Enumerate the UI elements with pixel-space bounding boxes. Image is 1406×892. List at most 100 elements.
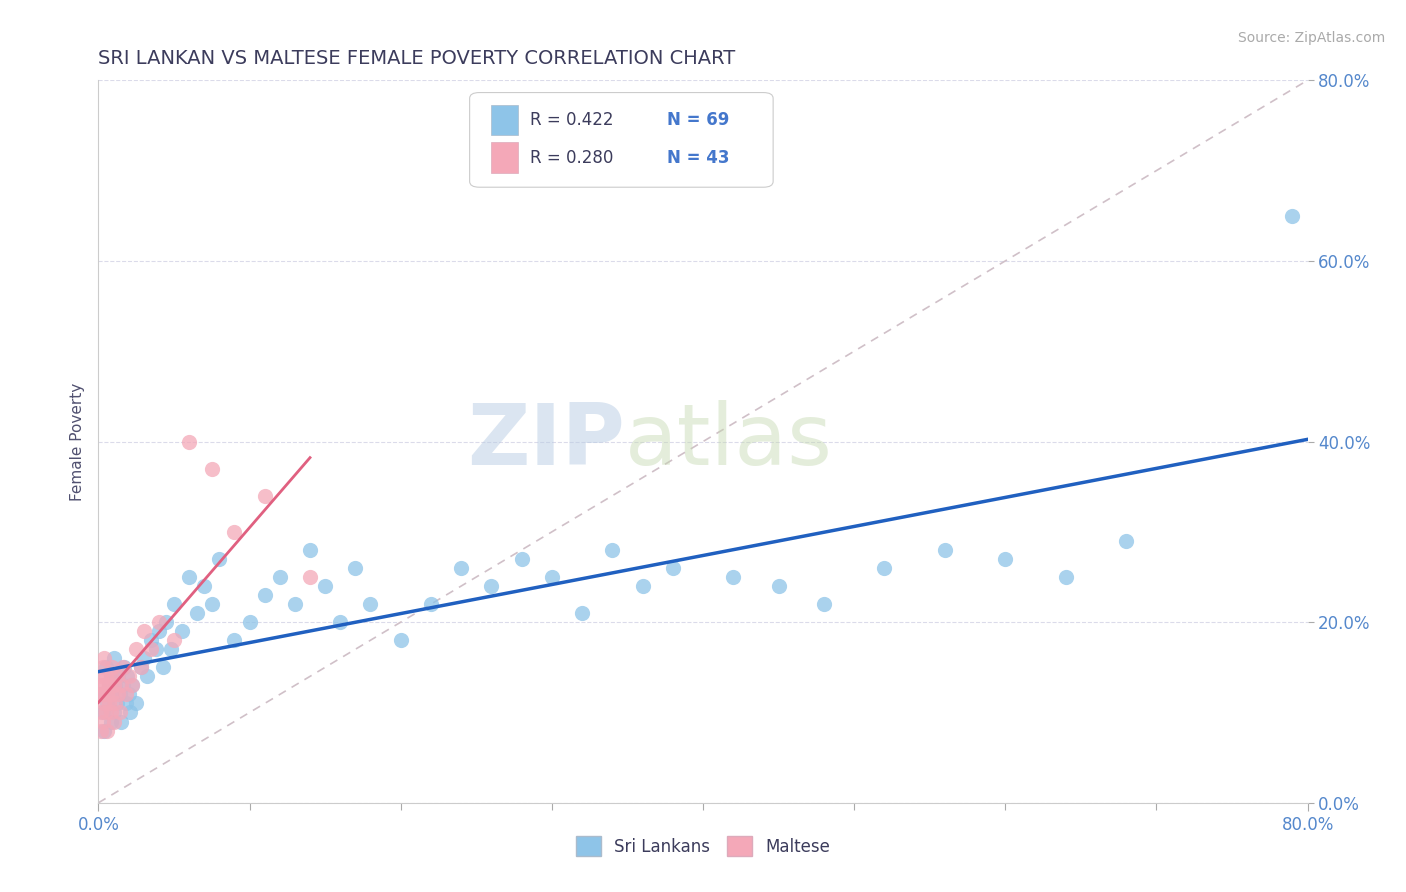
Point	[98, 678, 121, 692]
FancyBboxPatch shape	[492, 105, 517, 136]
Point	[98, 697, 121, 711]
Point	[89, 678, 111, 692]
Point	[239, 615, 262, 630]
Point	[101, 687, 124, 701]
Point	[299, 570, 322, 584]
Point	[90, 723, 112, 738]
Point	[93, 723, 115, 738]
Point	[110, 678, 132, 692]
Point	[114, 697, 136, 711]
Point	[389, 633, 412, 648]
Point	[96, 723, 118, 738]
Point	[93, 678, 115, 692]
Point	[329, 615, 352, 630]
Point	[224, 524, 246, 539]
Point	[103, 651, 125, 665]
Point	[103, 714, 125, 729]
Point	[100, 669, 122, 683]
Point	[1281, 209, 1303, 223]
Point	[94, 669, 117, 683]
Point	[98, 678, 121, 692]
Point	[107, 687, 129, 701]
Point	[420, 597, 443, 611]
Text: R = 0.422: R = 0.422	[530, 111, 613, 129]
Point	[145, 642, 167, 657]
Point	[201, 597, 224, 611]
Point	[93, 651, 115, 665]
Point	[108, 687, 131, 701]
Y-axis label: Female Poverty: Female Poverty	[69, 383, 84, 500]
Point	[93, 697, 115, 711]
Point	[104, 678, 127, 692]
Point	[148, 615, 170, 630]
Point	[125, 642, 148, 657]
Point	[450, 561, 472, 575]
Point	[1115, 533, 1137, 548]
Text: R = 0.280: R = 0.280	[530, 149, 613, 167]
Point	[129, 660, 152, 674]
Point	[208, 552, 231, 566]
Point	[112, 660, 135, 674]
Point	[90, 669, 112, 683]
Point	[132, 624, 155, 639]
Point	[129, 660, 152, 674]
Point	[96, 697, 118, 711]
Point	[661, 561, 683, 575]
Point	[768, 579, 790, 593]
Point	[193, 579, 215, 593]
Point	[179, 434, 201, 449]
FancyBboxPatch shape	[492, 143, 517, 173]
Text: Source: ZipAtlas.com: Source: ZipAtlas.com	[1237, 31, 1385, 45]
Point	[163, 633, 186, 648]
Point	[253, 588, 276, 602]
Point	[118, 687, 141, 701]
Point	[90, 706, 112, 720]
Point	[481, 579, 503, 593]
Point	[115, 669, 138, 683]
Point	[186, 606, 208, 620]
Point	[118, 669, 141, 683]
Point	[253, 489, 276, 503]
Point	[91, 660, 114, 674]
Point	[813, 597, 835, 611]
Point	[224, 633, 246, 648]
Point	[314, 579, 336, 593]
Point	[104, 697, 127, 711]
Point	[100, 669, 122, 683]
Text: SRI LANKAN VS MALTESE FEMALE POVERTY CORRELATION CHART: SRI LANKAN VS MALTESE FEMALE POVERTY COR…	[98, 48, 735, 68]
Point	[135, 669, 157, 683]
Point	[105, 697, 128, 711]
Point	[269, 570, 291, 584]
Point	[100, 706, 122, 720]
Point	[103, 706, 125, 720]
Point	[101, 687, 124, 701]
Point	[107, 669, 129, 683]
Point	[141, 642, 163, 657]
Point	[148, 624, 170, 639]
Point	[94, 706, 117, 720]
Point	[160, 642, 183, 657]
Point	[103, 678, 125, 692]
Point	[91, 714, 114, 729]
Point	[108, 706, 131, 720]
Point	[163, 597, 186, 611]
Point	[121, 678, 143, 692]
Point	[571, 606, 593, 620]
Point	[111, 678, 134, 692]
Point	[111, 660, 134, 674]
Legend: Sri Lankans, Maltese: Sri Lankans, Maltese	[569, 830, 837, 863]
Point	[120, 706, 142, 720]
Point	[201, 461, 224, 475]
Point	[284, 597, 307, 611]
Point	[110, 714, 132, 729]
Point	[132, 651, 155, 665]
Point	[101, 660, 124, 674]
FancyBboxPatch shape	[470, 93, 773, 187]
Point	[125, 697, 148, 711]
Point	[141, 633, 163, 648]
Point	[934, 542, 956, 557]
Point	[994, 552, 1017, 566]
Point	[540, 570, 562, 584]
Point	[602, 542, 624, 557]
Text: N = 69: N = 69	[666, 111, 730, 129]
